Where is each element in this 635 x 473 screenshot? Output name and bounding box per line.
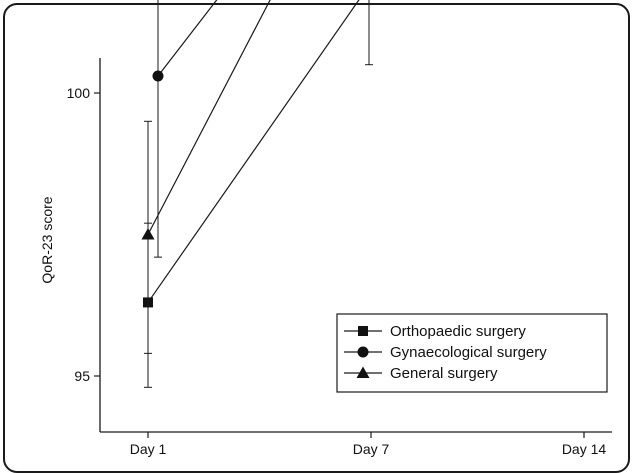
series-line	[157, 0, 218, 77]
chart-frame	[3, 3, 630, 473]
y-tick-label: 100	[67, 85, 91, 101]
legend-label: General surgery	[390, 365, 498, 382]
series-line	[147, 0, 271, 235]
series-layer	[141, 0, 373, 388]
legend-marker	[356, 366, 370, 378]
x-tick-label: Day 14	[562, 441, 607, 457]
y-tick-label: 95	[74, 368, 90, 384]
data-point	[141, 228, 155, 240]
legend-box	[336, 313, 608, 393]
series-triangle	[141, 0, 271, 354]
legend-marker	[357, 346, 369, 358]
x-tick-label: Day 7	[353, 441, 390, 457]
legend-label: Gynaecological surgery	[390, 344, 547, 361]
y-axis-title: QoR-23 score	[39, 196, 55, 283]
x-tick-label: Day 1	[130, 441, 167, 457]
series-circle	[152, 0, 218, 258]
legend: Orthopaedic surgery Gynaecological surger…	[336, 313, 608, 393]
data-point	[152, 70, 164, 82]
series-line	[147, 0, 360, 303]
legend-marker	[358, 326, 368, 336]
legend-label: Orthopaedic surgery	[390, 323, 526, 340]
